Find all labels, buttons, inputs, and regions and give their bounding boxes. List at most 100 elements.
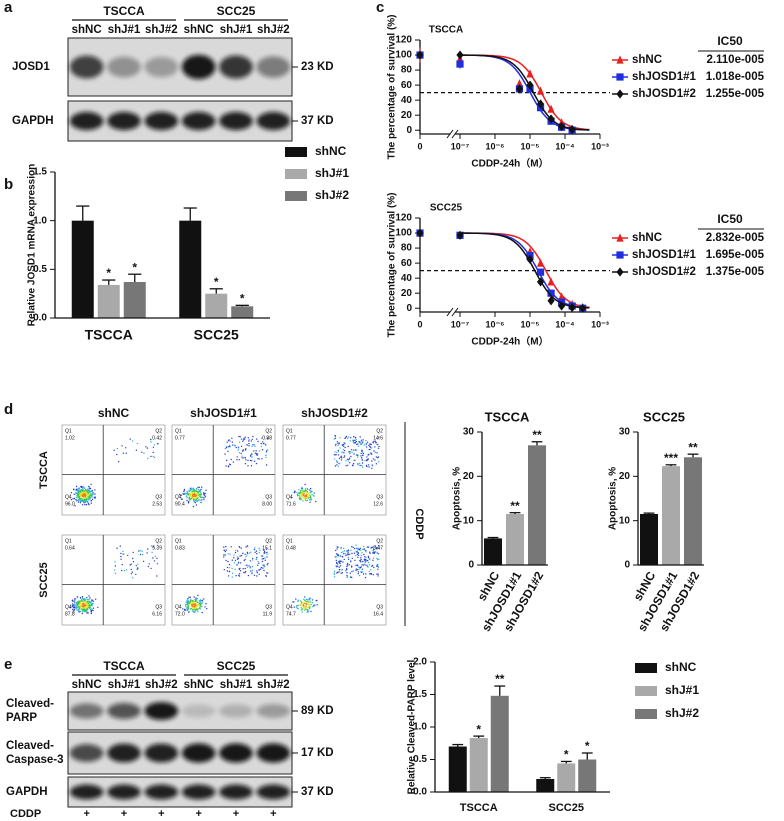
- flow-dot: [84, 501, 87, 504]
- flow-plot: [61, 534, 166, 626]
- flow-dot: [337, 449, 339, 452]
- flow-plot: [282, 424, 387, 516]
- y-tick-label: 30: [619, 427, 631, 438]
- flow-dot: [245, 556, 247, 558]
- flow-dot: [251, 460, 253, 462]
- flow-dot: [254, 445, 256, 447]
- flow-dot: [233, 557, 235, 559]
- flow-dot: [370, 452, 372, 454]
- y-tick-label: 10: [619, 515, 631, 526]
- flow-dot: [232, 461, 235, 463]
- flow-dot: [239, 570, 242, 572]
- flow-dot: [262, 564, 264, 566]
- treatment-label: CDDP: [413, 508, 425, 539]
- flow-dot: [193, 601, 195, 603]
- flow-dot: [92, 491, 94, 493]
- blot-band: [69, 55, 104, 79]
- flow-dot: [77, 489, 80, 491]
- flow-dot: [198, 499, 200, 501]
- flow-dot: [373, 548, 375, 551]
- flow-dot: [240, 445, 243, 448]
- flow-dot: [228, 439, 230, 441]
- flow-dot: [345, 465, 347, 467]
- flow-dot: [157, 544, 159, 547]
- flow-dot: [266, 553, 268, 555]
- flow-dot: [240, 547, 242, 549]
- quadrant-name: Q2: [376, 538, 383, 544]
- flow-dot: [130, 563, 132, 565]
- flow-dot: [360, 571, 363, 573]
- flow-dot: [91, 489, 93, 492]
- y-tick-label: 20: [463, 471, 475, 482]
- flow-dot: [308, 493, 310, 495]
- flow-dot: [82, 498, 84, 500]
- flow-dot: [354, 442, 356, 444]
- flow-dot: [303, 598, 305, 601]
- flow-dot: [199, 499, 201, 501]
- flow-dot: [79, 603, 81, 605]
- y-axis-label: The percentage of survival (%): [387, 14, 398, 159]
- flow-dot: [188, 602, 191, 605]
- flow-dot: [242, 449, 244, 451]
- flow-dot: [186, 608, 188, 611]
- flow-dot: [72, 611, 74, 613]
- flow-dot: [337, 465, 340, 467]
- flow-dot: [81, 499, 84, 501]
- flow-dot: [230, 546, 232, 548]
- flow-dot: [224, 453, 226, 455]
- fit-curve: [460, 54, 590, 131]
- flow-dot: [192, 490, 194, 492]
- flow-dot: [306, 493, 308, 495]
- flow-dot: [354, 439, 356, 442]
- flow-frame: [61, 534, 166, 626]
- flow-dot: [333, 576, 336, 578]
- quadrant-name: Q3: [155, 604, 162, 610]
- blot-band: [69, 111, 104, 131]
- flow-frame: [171, 424, 276, 516]
- flow-dot: [81, 504, 84, 506]
- flow-dot: [335, 454, 337, 456]
- flow-dot: [234, 444, 236, 447]
- blot-band: [181, 111, 216, 131]
- y-tick-label: 100: [395, 50, 412, 61]
- flow-dot: [116, 447, 119, 450]
- lane-label: shNC: [184, 679, 214, 691]
- flow-dot: [88, 499, 90, 501]
- flow-dot: [305, 490, 308, 492]
- flow-dot: [263, 552, 265, 554]
- flow-dot: [242, 440, 244, 442]
- flow-dot: [365, 439, 367, 442]
- flow-dot: [251, 559, 254, 561]
- quadrant-value: 14.6: [373, 435, 383, 441]
- flow-dot: [348, 458, 350, 461]
- flow-dot: [253, 548, 256, 551]
- flow-dot: [372, 441, 374, 443]
- flow-dot: [85, 598, 87, 601]
- flow-dot: [363, 548, 365, 550]
- ic50-value: 2.110e-005: [706, 54, 764, 66]
- flow-dot: [201, 599, 203, 602]
- blot-band: [144, 56, 179, 78]
- flow-dot: [194, 611, 196, 614]
- data-point: [526, 69, 534, 78]
- flow-dot: [154, 555, 157, 557]
- flow-dot: [235, 446, 237, 449]
- flow-dot: [348, 553, 350, 556]
- significance: *: [564, 748, 569, 762]
- flow-dot: [192, 607, 195, 609]
- flow-dot: [346, 550, 348, 552]
- flow-dot: [81, 597, 84, 599]
- treatment-mark: +: [233, 808, 239, 820]
- flow-dot: [367, 561, 370, 564]
- bar: [578, 759, 597, 792]
- flow-dot: [349, 572, 351, 574]
- blot-band: [107, 743, 141, 763]
- flow-dot: [69, 606, 72, 609]
- significance: **: [495, 672, 505, 686]
- flow-dot: [348, 564, 350, 566]
- flow-dot: [82, 486, 84, 488]
- flow-dot: [241, 438, 243, 440]
- flow-dot: [264, 557, 266, 559]
- flow-dot: [80, 610, 82, 613]
- flow-dot: [267, 449, 269, 451]
